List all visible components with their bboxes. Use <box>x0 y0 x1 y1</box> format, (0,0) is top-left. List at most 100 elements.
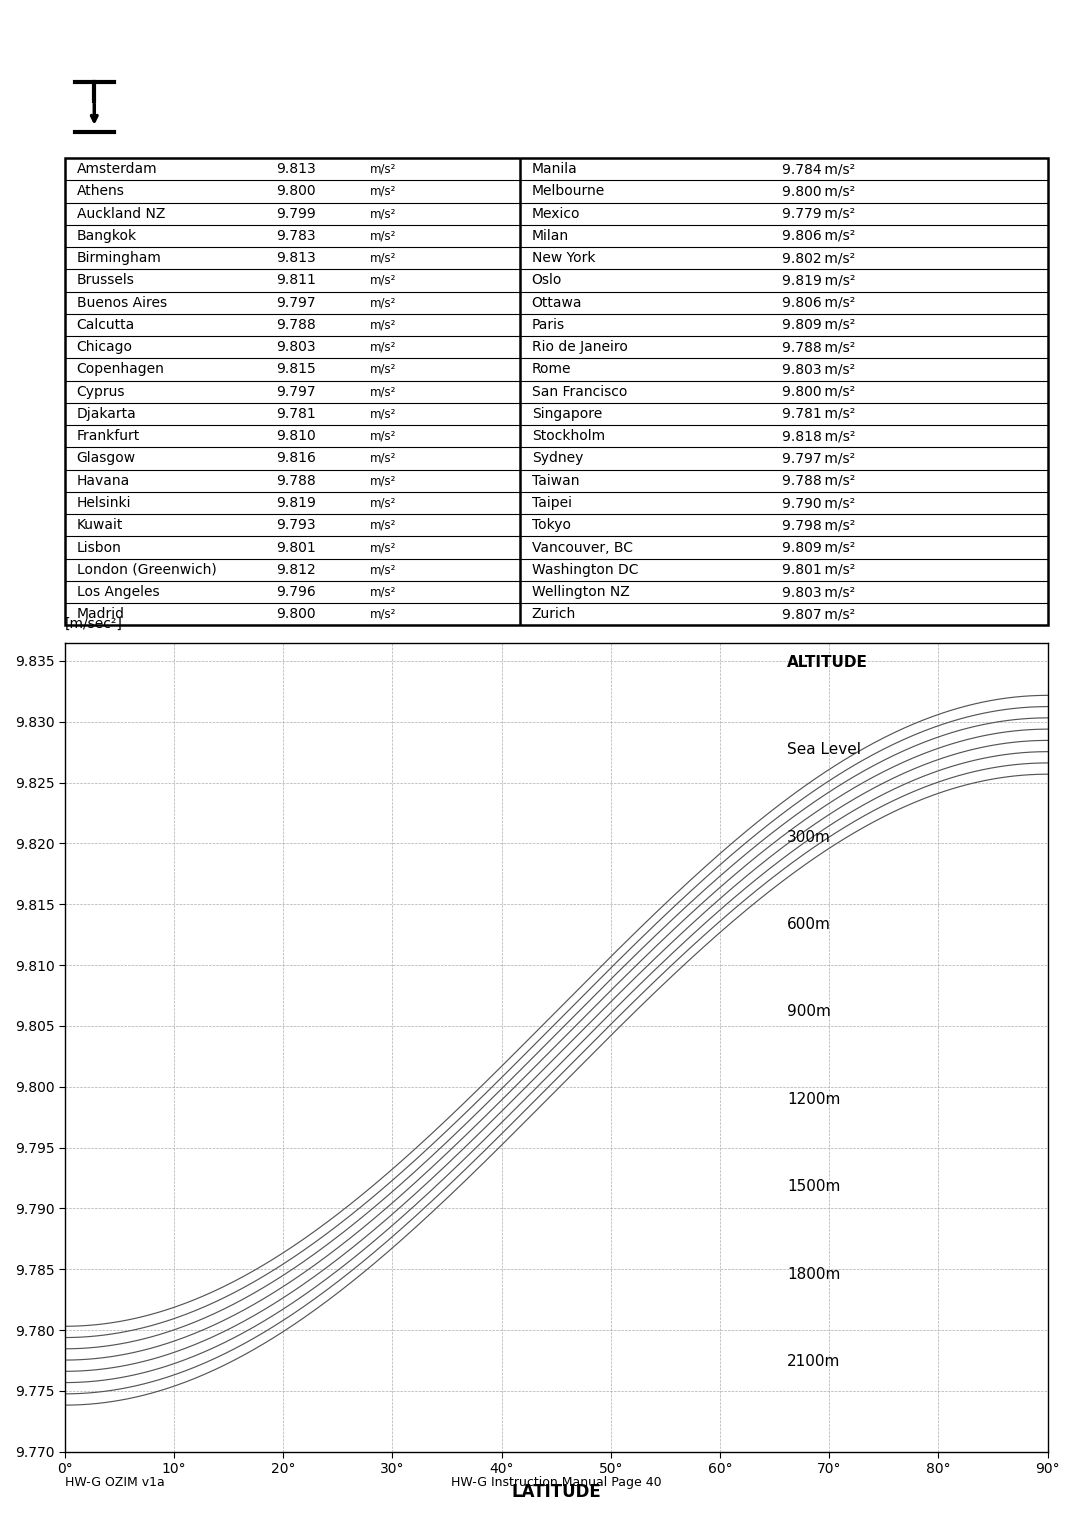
Text: m/s²: m/s² <box>369 564 396 576</box>
Text: 9.797: 9.797 <box>276 385 315 399</box>
Text: Lisbon: Lisbon <box>77 541 121 555</box>
Text: 9.807 m/s²: 9.807 m/s² <box>782 607 855 622</box>
Text: m/s²: m/s² <box>369 429 396 443</box>
Text: Havana: Havana <box>77 474 130 487</box>
Text: 9.812: 9.812 <box>276 562 315 576</box>
Text: Kuwait: Kuwait <box>77 518 123 532</box>
Text: 1200m: 1200m <box>787 1093 840 1106</box>
Text: Melbourne: Melbourne <box>531 185 605 199</box>
Text: HW-G Instruction Manual Page 40: HW-G Instruction Manual Page 40 <box>450 1476 662 1490</box>
Text: London (Greenwich): London (Greenwich) <box>77 562 216 576</box>
Text: Sea Level: Sea Level <box>787 743 861 758</box>
Text: 9.811: 9.811 <box>276 274 316 287</box>
Text: Vancouver, BC: Vancouver, BC <box>531 541 633 555</box>
Text: Stockholm: Stockholm <box>531 429 605 443</box>
Text: 9.800: 9.800 <box>276 607 315 622</box>
Text: m/s²: m/s² <box>369 341 396 353</box>
Text: Taipei: Taipei <box>531 497 571 510</box>
Text: 9.818 m/s²: 9.818 m/s² <box>782 429 855 443</box>
Text: m/s²: m/s² <box>369 274 396 287</box>
Text: 9.781 m/s²: 9.781 m/s² <box>782 406 855 422</box>
Text: Chicago: Chicago <box>77 341 133 354</box>
Text: m/s²: m/s² <box>369 474 396 487</box>
Text: Amsterdam: Amsterdam <box>77 162 158 176</box>
Text: 9.803 m/s²: 9.803 m/s² <box>782 585 855 599</box>
Text: m/s²: m/s² <box>369 252 396 264</box>
Text: Wellington NZ: Wellington NZ <box>531 585 630 599</box>
Text: Manila: Manila <box>531 162 578 176</box>
Text: Paris: Paris <box>531 318 565 332</box>
Text: 9.788: 9.788 <box>276 474 315 487</box>
Text: Milan: Milan <box>531 229 569 243</box>
Text: m/s²: m/s² <box>369 385 396 399</box>
Text: 9.788 m/s²: 9.788 m/s² <box>782 341 855 354</box>
Text: Mexico: Mexico <box>531 206 580 220</box>
Text: Birmingham: Birmingham <box>77 251 162 266</box>
Text: 9.819: 9.819 <box>276 497 316 510</box>
Text: m/s²: m/s² <box>369 452 396 465</box>
Text: 9.784 m/s²: 9.784 m/s² <box>782 162 855 176</box>
Text: 9.810: 9.810 <box>276 429 315 443</box>
Text: Glasgow: Glasgow <box>77 451 136 466</box>
Text: m/s²: m/s² <box>369 541 396 555</box>
Text: Washington DC: Washington DC <box>531 562 638 576</box>
Text: 9.806 m/s²: 9.806 m/s² <box>782 229 855 243</box>
Text: 9.797: 9.797 <box>276 296 315 310</box>
Text: Buenos Aires: Buenos Aires <box>77 296 166 310</box>
Text: Frankfurt: Frankfurt <box>77 429 139 443</box>
Text: m/s²: m/s² <box>369 162 396 176</box>
Text: 9.809 m/s²: 9.809 m/s² <box>782 318 855 332</box>
Text: 9.809 m/s²: 9.809 m/s² <box>782 541 855 555</box>
Text: Athens: Athens <box>77 185 124 199</box>
Text: m/s²: m/s² <box>369 408 396 420</box>
Text: 1800m: 1800m <box>787 1267 840 1282</box>
Text: m/s²: m/s² <box>369 229 396 243</box>
Text: 9.819 m/s²: 9.819 m/s² <box>782 274 855 287</box>
Text: 9.801 m/s²: 9.801 m/s² <box>782 562 855 576</box>
Text: 9.788: 9.788 <box>276 318 315 332</box>
Text: 9.813: 9.813 <box>276 251 315 266</box>
Text: 9.793: 9.793 <box>276 518 315 532</box>
Text: 9.816: 9.816 <box>276 451 316 466</box>
Text: 9.788 m/s²: 9.788 m/s² <box>782 474 855 487</box>
Text: Tokyo: Tokyo <box>531 518 570 532</box>
Text: New York: New York <box>531 251 595 266</box>
Text: m/s²: m/s² <box>369 208 396 220</box>
Text: m/s²: m/s² <box>369 608 396 620</box>
Text: 9.799: 9.799 <box>276 206 315 220</box>
Text: 300m: 300m <box>787 830 831 845</box>
Text: 9.815: 9.815 <box>276 362 315 376</box>
Text: Rio de Janeiro: Rio de Janeiro <box>531 341 627 354</box>
Text: m/s²: m/s² <box>369 364 396 376</box>
Text: 9.797 m/s²: 9.797 m/s² <box>782 451 855 466</box>
Text: 9.803: 9.803 <box>276 341 315 354</box>
Text: Auckland NZ: Auckland NZ <box>77 206 165 220</box>
Text: m/s²: m/s² <box>369 318 396 332</box>
Text: 9.801: 9.801 <box>276 541 315 555</box>
Text: m/s²: m/s² <box>369 585 396 599</box>
Text: Calcutta: Calcutta <box>77 318 135 332</box>
FancyBboxPatch shape <box>70 72 119 138</box>
Text: 9.802 m/s²: 9.802 m/s² <box>782 251 855 266</box>
Text: Los Angeles: Los Angeles <box>77 585 159 599</box>
Text: 9.798 m/s²: 9.798 m/s² <box>782 518 855 532</box>
Text: 900m: 900m <box>787 1004 831 1019</box>
Text: Copenhagen: Copenhagen <box>77 362 164 376</box>
Text: m/s²: m/s² <box>369 497 396 509</box>
Text: 9.803 m/s²: 9.803 m/s² <box>782 362 855 376</box>
Text: Helsinki: Helsinki <box>77 497 131 510</box>
Text: 9.783: 9.783 <box>276 229 315 243</box>
Text: Cyprus: Cyprus <box>77 385 125 399</box>
Text: ALTITUDE: ALTITUDE <box>787 656 868 669</box>
Text: m/s²: m/s² <box>369 520 396 532</box>
X-axis label: LATITUDE: LATITUDE <box>511 1484 602 1500</box>
Text: Madrid: Madrid <box>77 607 124 622</box>
Text: HW-G OZIM v1a: HW-G OZIM v1a <box>65 1476 164 1490</box>
Text: Djakarta: Djakarta <box>77 406 136 422</box>
Text: 2100m: 2100m <box>787 1354 840 1369</box>
Text: 1500m: 1500m <box>787 1180 840 1195</box>
Text: 9.779 m/s²: 9.779 m/s² <box>782 206 855 220</box>
Text: Ottawa: Ottawa <box>531 296 582 310</box>
Text: Sydney: Sydney <box>531 451 583 466</box>
Text: 9.790 m/s²: 9.790 m/s² <box>782 497 855 510</box>
